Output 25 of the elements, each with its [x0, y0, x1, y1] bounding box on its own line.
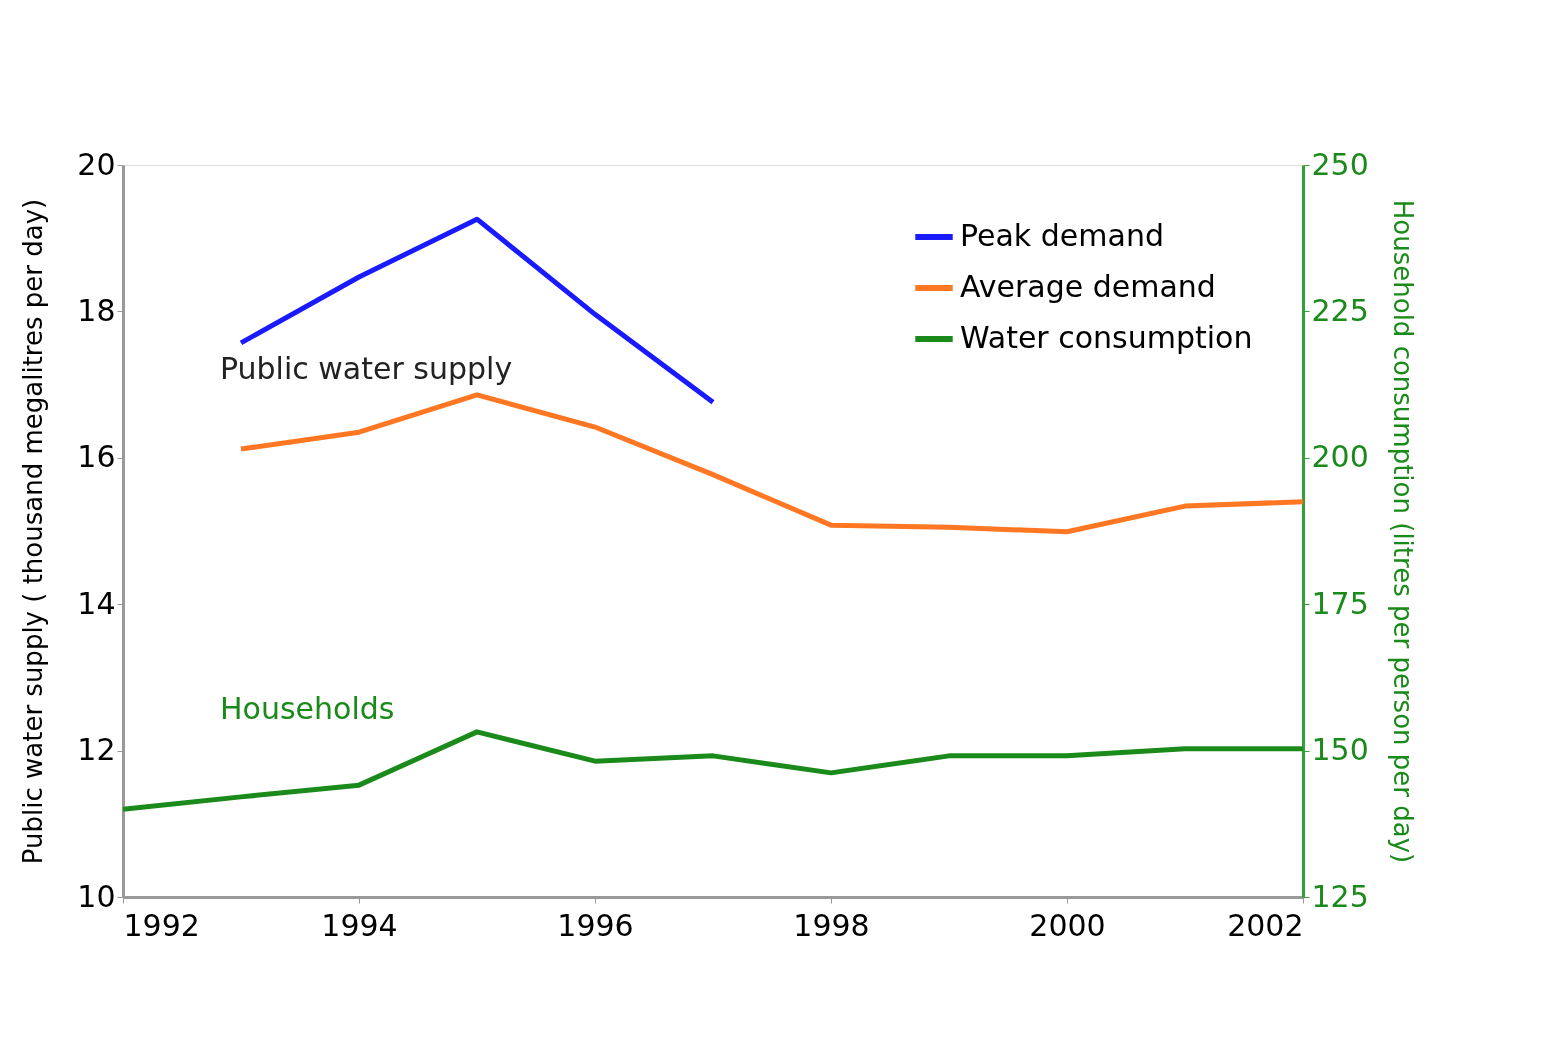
y2-tick-label: 250 [1311, 146, 1369, 182]
y2-tick-label: 200 [1311, 439, 1369, 475]
y2-tick-label: 225 [1311, 292, 1369, 328]
x-tick-label: 1992 [123, 907, 200, 943]
x-tick-label: 2000 [1029, 907, 1106, 943]
y-tick-label: 18 [77, 292, 116, 328]
y2-tick-label: 150 [1311, 732, 1369, 768]
legend-label: Peak demand [960, 218, 1164, 253]
y2-axis-title: Household consumption (litres per person per day) [1387, 199, 1418, 864]
y-tick-label: 14 [77, 585, 116, 621]
annotation: Households [220, 691, 395, 726]
x-tick-label: 1996 [557, 907, 634, 943]
y-tick-label: 10 [77, 878, 116, 914]
x-tick-label: 1994 [321, 907, 398, 943]
y-tick-label: 12 [77, 732, 116, 768]
legend-label: Average demand [960, 269, 1216, 304]
y2-tick-label: 175 [1311, 585, 1369, 621]
legend-label: Water consumption [960, 320, 1253, 355]
y-axis-title: Public water supply ( thousand megalitres per day) [18, 198, 49, 865]
y2-tick-label: 125 [1311, 878, 1369, 914]
y-tick-label: 20 [77, 146, 116, 182]
annotation: Public water supply [220, 351, 513, 386]
y-tick-label: 16 [77, 439, 116, 475]
x-tick-label: 2002 [1227, 907, 1304, 943]
x-tick-label: 1998 [793, 907, 870, 943]
